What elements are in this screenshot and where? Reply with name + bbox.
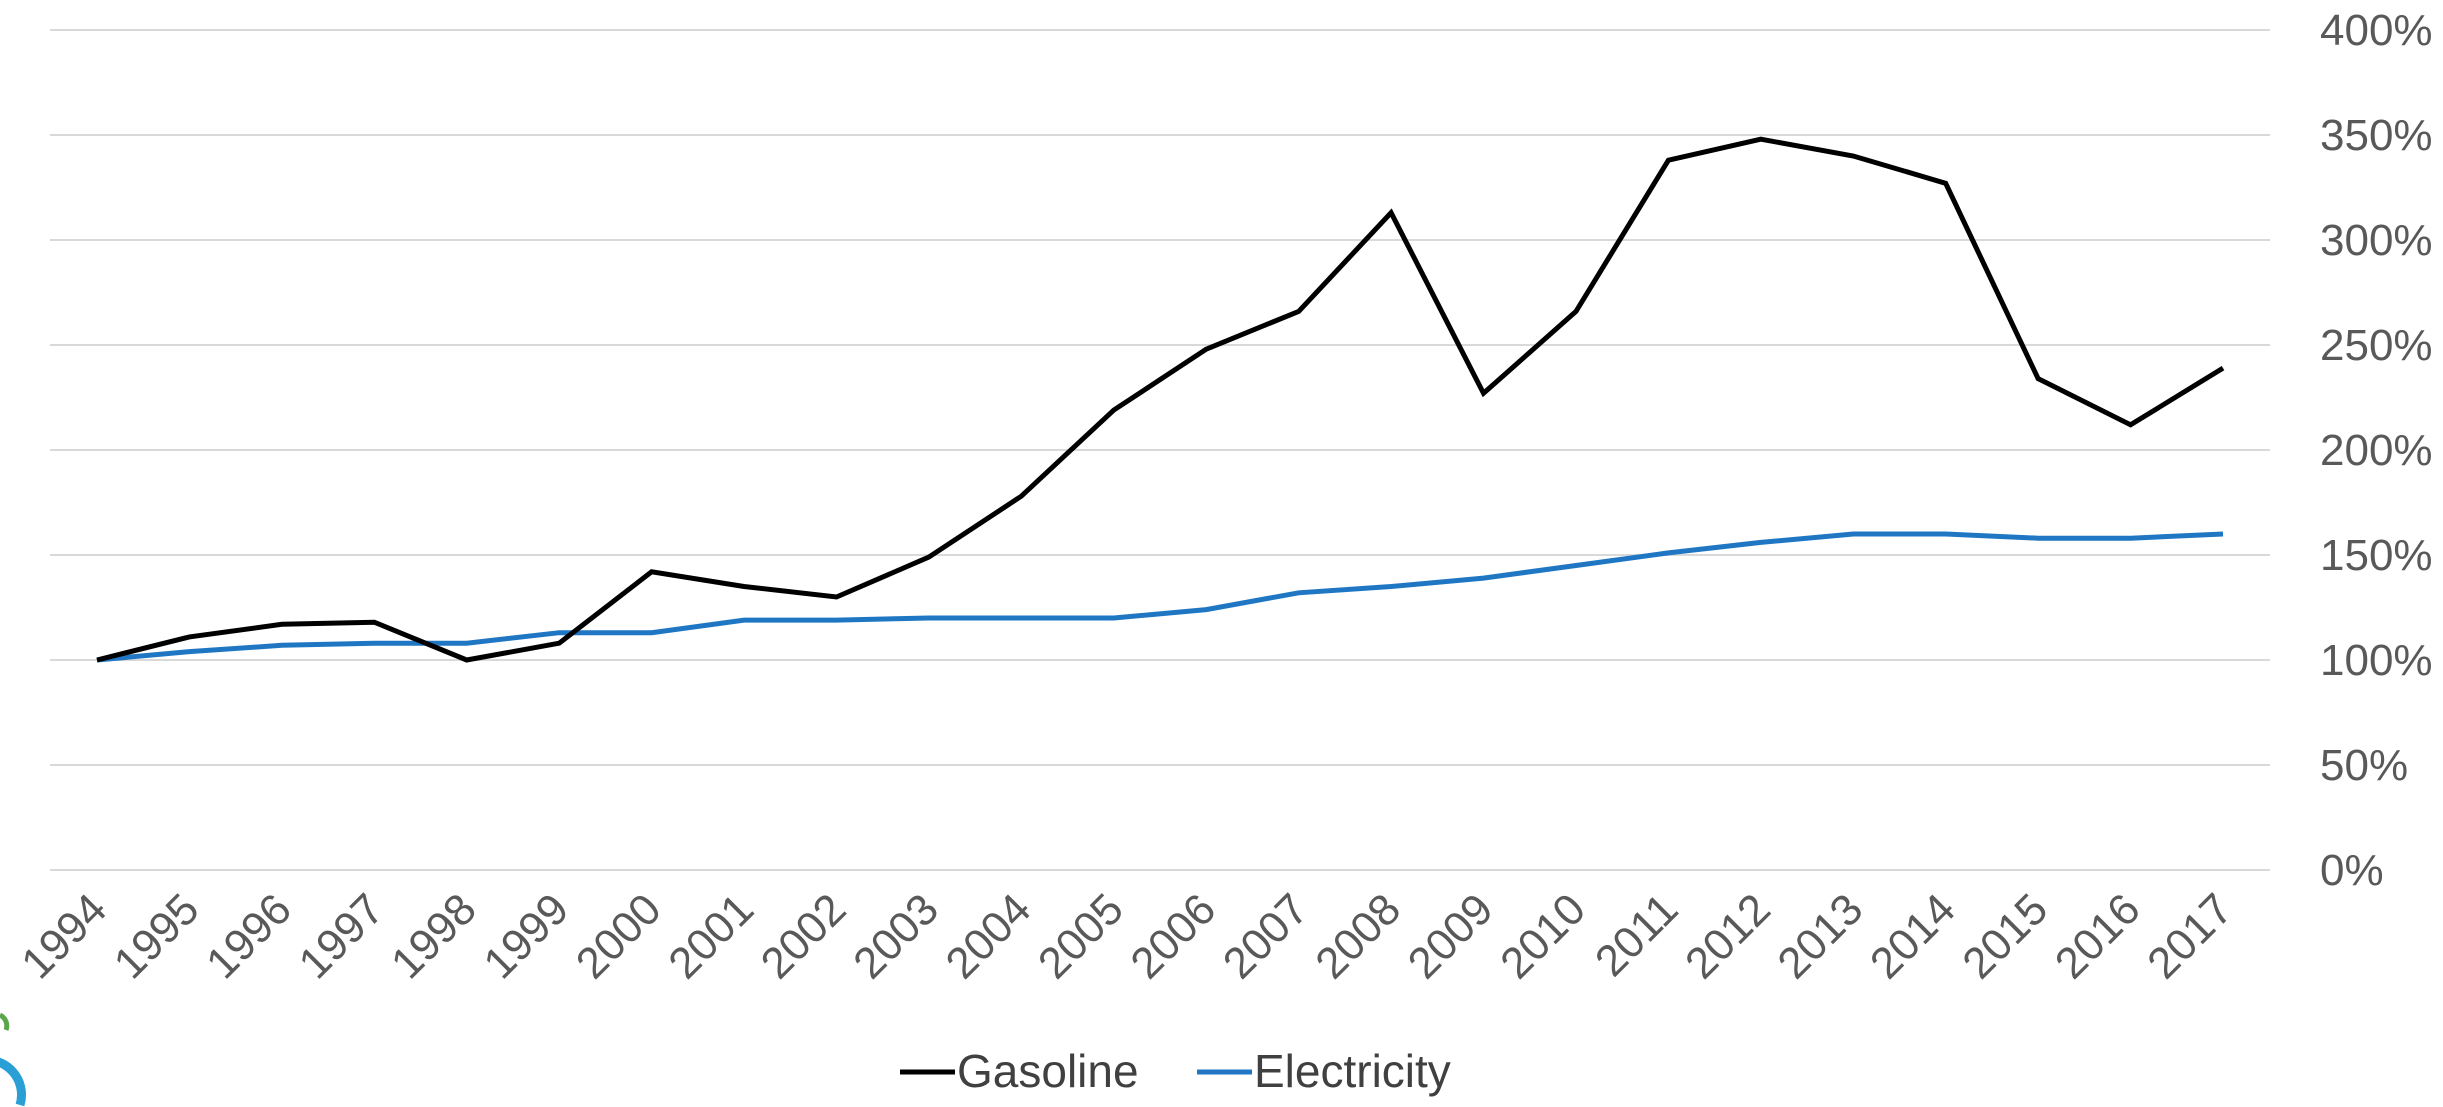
legend: Gasoline Electricity — [900, 1045, 1451, 1097]
x-tick-label: 1999 — [474, 884, 578, 988]
series-line-gasoline — [96, 136, 2225, 663]
x-tick-label: 2017 — [2138, 884, 2242, 988]
x-tick-label: 1996 — [197, 884, 301, 988]
y-tick-label: 100% — [2320, 636, 2433, 685]
y-tick-label: 300% — [2320, 216, 2433, 265]
x-tick-label: 2002 — [752, 884, 856, 988]
series-line-electricity — [96, 531, 2224, 663]
x-tick-label: 2008 — [1306, 884, 1410, 988]
gridlines — [50, 29, 2270, 871]
x-tick-label: 1997 — [290, 884, 394, 988]
y-tick-label: 400% — [2320, 6, 2433, 55]
x-tick-label: 2012 — [1676, 884, 1780, 988]
x-tick-label: 1998 — [382, 884, 486, 988]
x-tick-label: 1994 — [12, 884, 116, 988]
x-tick-label: 2001 — [659, 884, 763, 988]
x-tick-label: 1995 — [105, 884, 209, 988]
y-tick-label: 50% — [2320, 741, 2408, 790]
x-tick-label: 2005 — [1029, 884, 1133, 988]
series-lines — [96, 136, 2225, 663]
x-tick-label: 2015 — [1953, 884, 2057, 988]
x-tick-label: 2004 — [937, 884, 1041, 988]
y-tick-label: 350% — [2320, 111, 2433, 160]
x-tick-label: 2011 — [1586, 884, 1688, 986]
x-tick-label: 2006 — [1121, 884, 1225, 988]
x-tick-label: 2013 — [1768, 884, 1872, 988]
x-axis-tick-labels: 1994199519961997199819992000200120022003… — [12, 884, 2242, 988]
y-tick-label: 250% — [2320, 321, 2433, 370]
x-tick-label: 2010 — [1491, 884, 1595, 988]
legend-label-gasoline: Gasoline — [957, 1045, 1139, 1097]
y-tick-label: 150% — [2320, 531, 2433, 580]
x-tick-label: 2000 — [567, 884, 671, 988]
legend-label-electricity: Electricity — [1254, 1045, 1451, 1097]
y-tick-label: 0% — [2320, 846, 2384, 895]
x-tick-label: 2003 — [844, 884, 948, 988]
y-axis-tick-labels: 0% 50% 100% 150% 200% 250% 300% 350% 400% — [2320, 6, 2433, 895]
x-tick-label: 2016 — [2046, 884, 2150, 988]
logo-fragment — [0, 1012, 26, 1107]
x-tick-label: 2009 — [1399, 884, 1503, 988]
x-tick-label: 2007 — [1214, 884, 1318, 988]
x-tick-label: 2014 — [1861, 884, 1965, 988]
y-tick-label: 200% — [2320, 426, 2433, 475]
